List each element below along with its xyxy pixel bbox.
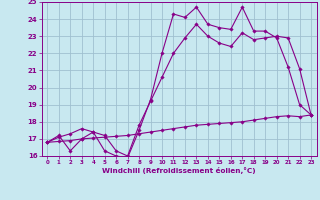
X-axis label: Windchill (Refroidissement éolien,°C): Windchill (Refroidissement éolien,°C) xyxy=(102,167,256,174)
